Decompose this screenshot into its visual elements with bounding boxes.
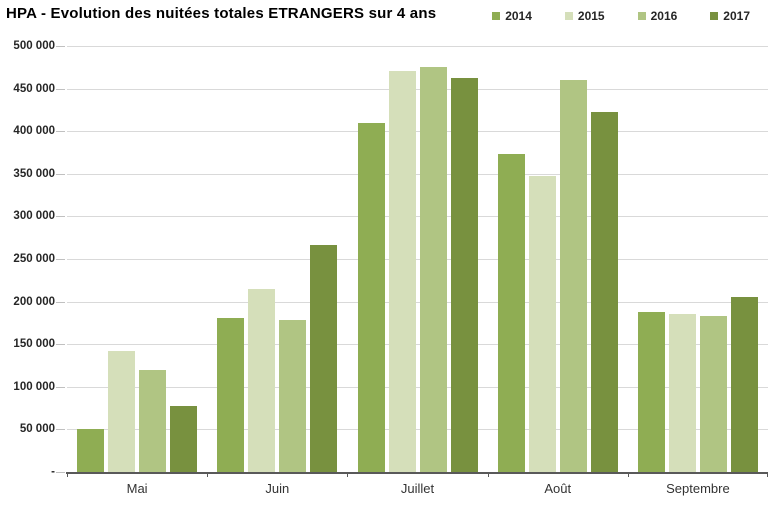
gridline — [67, 88, 768, 90]
gridline — [67, 173, 768, 175]
bar-group-septembre — [628, 46, 768, 472]
bar-2016-juin — [279, 319, 307, 472]
x-axis-tick — [767, 472, 768, 477]
bar-2017-juillet — [450, 77, 478, 472]
y-axis-label: 200 000 — [13, 295, 55, 308]
bar-2017-juin — [310, 245, 338, 472]
legend-label: 2015 — [577, 9, 605, 23]
bar-2017-mai — [170, 406, 198, 472]
y-axis-label: 400 000 — [13, 125, 55, 138]
bar-group-août — [488, 46, 628, 472]
gridline — [67, 259, 768, 260]
y-axis-label: 500 000 — [13, 40, 55, 52]
plot-area: Mai Juin Juillet Août Septembre — [56, 46, 768, 496]
bar-group-mai — [67, 46, 207, 472]
gridline — [67, 46, 768, 47]
y-axis-tick — [56, 216, 65, 218]
y-axis-tick — [56, 344, 65, 346]
gridline — [67, 216, 768, 218]
y-axis-tick — [56, 472, 65, 473]
y-axis-tick — [56, 131, 65, 133]
bar-group-juillet — [347, 46, 487, 472]
y-axis-tick — [56, 429, 65, 431]
legend-swatch-2016 — [637, 12, 646, 20]
x-axis-label: Septembre — [666, 481, 730, 496]
legend: 2014 2015 2016 2017 — [492, 9, 750, 23]
y-axis-tick — [56, 173, 65, 175]
bar-2016-août — [559, 80, 587, 472]
legend-item: 2014 — [492, 9, 532, 23]
chart-title: HPA - Evolution des nuitées totales ETRA… — [6, 5, 437, 22]
bar-2016-septembre — [699, 316, 727, 472]
legend-label: 2017 — [723, 9, 750, 23]
y-axis-label: 150 000 — [13, 338, 55, 351]
bar-2015-septembre — [668, 314, 696, 472]
bar-2014-mai — [77, 429, 105, 472]
bar-2016-juillet — [419, 67, 447, 472]
legend-swatch-2014 — [492, 12, 501, 20]
gridline — [67, 301, 768, 303]
y-axis-labels: 500 000 450 000 400 000 350 000 300 000 250 0… — [0, 40, 55, 478]
bar-2015-juin — [248, 288, 276, 472]
bar-2015-juillet — [388, 70, 416, 472]
bar-2014-août — [497, 154, 525, 472]
x-axis-tick — [347, 472, 349, 477]
legend-swatch-2017 — [710, 12, 719, 20]
bar-2014-septembre — [637, 311, 665, 472]
legend-label: 2016 — [650, 9, 678, 23]
gridline — [67, 344, 768, 346]
x-axis-label: Juillet — [400, 481, 435, 496]
gridline — [67, 131, 768, 133]
y-axis-tick — [56, 301, 65, 303]
legend-item: 2016 — [637, 9, 678, 23]
y-axis-label: 300 000 — [13, 210, 55, 223]
bar-2015-mai — [108, 351, 136, 472]
y-axis-tick — [56, 259, 65, 260]
y-axis-tick — [56, 386, 65, 388]
legend-item: 2017 — [710, 9, 750, 23]
y-axis-label: 450 000 — [13, 82, 55, 95]
x-axis-tick — [487, 472, 489, 477]
y-axis-label: - — [51, 466, 55, 478]
y-axis-label: 350 000 — [13, 167, 55, 180]
legend-item: 2015 — [564, 9, 605, 23]
x-axis-label: Juin — [265, 481, 290, 496]
bar-groups — [67, 46, 768, 472]
x-axis-label: Mai — [126, 481, 148, 496]
x-axis-tick — [627, 472, 629, 477]
y-axis-tick — [56, 46, 65, 47]
bar-2016-mai — [139, 369, 167, 472]
x-axis-label-row: Mai Juin Juillet Août Septembre — [67, 481, 768, 496]
y-axis-tick — [56, 88, 65, 90]
bar-2017-septembre — [730, 297, 758, 472]
x-axis-tick — [207, 472, 209, 477]
legend-label: 2014 — [505, 9, 532, 23]
gridline — [67, 386, 768, 388]
bar-2017-août — [590, 112, 618, 472]
y-axis-label: 100 000 — [13, 380, 55, 393]
gridline — [67, 429, 768, 431]
legend-swatch-2015 — [564, 12, 573, 20]
x-axis-line — [66, 472, 768, 474]
bar-group-juin — [207, 46, 347, 472]
bar-2015-août — [528, 176, 556, 472]
bar-2014-juin — [217, 317, 245, 472]
y-axis-label: 50 000 — [19, 423, 55, 436]
x-axis-label: Août — [544, 481, 572, 496]
bar-2014-juillet — [357, 122, 385, 472]
y-axis-label: 250 000 — [13, 253, 55, 265]
x-axis-tick — [67, 472, 68, 477]
